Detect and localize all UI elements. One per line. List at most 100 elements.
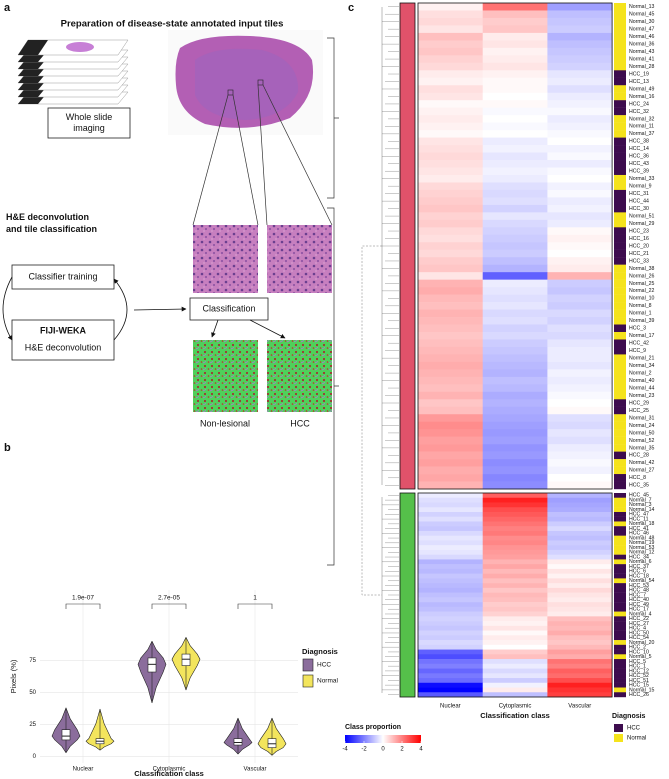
- heatmap-cell: [418, 592, 483, 598]
- heatmap-cell: [547, 573, 613, 579]
- row-label: Normal_5: [629, 654, 652, 660]
- heatmap-cell: [482, 602, 548, 608]
- x-tick-label: Cytoplasmic: [153, 767, 186, 773]
- legend-label: Normal: [627, 736, 646, 742]
- row-label: Normal_45: [629, 12, 654, 18]
- heatmap-cell: [482, 25, 548, 34]
- box-label: Classifier training: [28, 271, 97, 281]
- heatmap-cell: [482, 497, 548, 503]
- row-label: HCC_27: [629, 621, 649, 627]
- y-tick-label: 75: [29, 658, 36, 664]
- heatmap-cell: [418, 331, 483, 340]
- heatmap-cell: [482, 160, 548, 168]
- heatmap-cell: [418, 549, 483, 555]
- row-label: Normal_19: [629, 540, 654, 546]
- diagnosis-cell: [614, 502, 626, 508]
- diagnosis-cell: [614, 55, 626, 64]
- heatmap-cell: [418, 279, 483, 288]
- row-label: HCC_40: [629, 597, 649, 603]
- diagnosis-cell: [614, 630, 626, 636]
- diagnosis-cell: [614, 545, 626, 551]
- row-label: Normal_2: [629, 370, 652, 376]
- heatmap-cell: [418, 361, 483, 370]
- diagnosis-cell: [614, 62, 626, 71]
- heatmap-cell: [418, 421, 483, 430]
- heatmap-cell: [418, 100, 483, 108]
- heatmap-cell: [547, 287, 613, 295]
- section-title-line: and tile classification: [6, 224, 97, 234]
- row-label: Normal_31: [629, 415, 654, 421]
- heatmap-cell: [418, 521, 483, 527]
- row-label: Normal_26: [629, 273, 654, 279]
- row-label: Normal_7: [629, 497, 652, 503]
- row-label: HCC_3: [629, 326, 646, 332]
- box: [61, 729, 71, 741]
- heatmap-cell: [482, 174, 548, 183]
- row-label: Normal_28: [629, 64, 654, 70]
- heatmap-cell: [418, 493, 483, 499]
- heatmap-cell: [547, 204, 613, 213]
- row-label: HCC_53: [629, 583, 649, 589]
- row-label: HCC_46: [629, 531, 649, 537]
- heatmap-cell: [482, 621, 548, 627]
- heatmap-cell: [547, 249, 613, 258]
- row-label: HCC_31: [629, 191, 649, 197]
- heatmap-cell: [418, 346, 483, 355]
- heatmap-cell: [547, 429, 613, 437]
- heatmap-cell: [547, 554, 613, 560]
- diagnosis-cell: [614, 174, 626, 183]
- heatmap-cell: [418, 682, 483, 688]
- row-label: Normal_46: [629, 34, 654, 40]
- heatmap-cell: [482, 331, 548, 340]
- cluster-frame: [417, 492, 613, 698]
- row-label: Normal_13: [629, 4, 654, 10]
- row-label: HCC_18: [629, 573, 649, 579]
- diagnosis-cell: [614, 384, 626, 392]
- tile-label: Non-lesional: [200, 418, 250, 428]
- row-label: HCC_38: [629, 139, 649, 145]
- diagnosis-cell: [614, 369, 626, 378]
- row-label: HCC_33: [629, 258, 649, 264]
- bracket: [327, 207, 339, 566]
- heatmap-cell: [547, 602, 613, 608]
- heatmap-cell: [547, 673, 613, 679]
- row-label: HCC_32: [629, 109, 649, 115]
- heatmap-cell: [547, 346, 613, 355]
- heatmap-cell: [418, 573, 483, 579]
- row-label: Normal_38: [629, 266, 654, 272]
- heatmap-cell: [482, 100, 548, 108]
- diagnosis-cell: [614, 317, 626, 325]
- heatmap-cell: [547, 25, 613, 34]
- diagnosis-cell: [614, 516, 626, 522]
- legend-key: [302, 674, 314, 688]
- diagnosis-cell: [614, 391, 626, 400]
- row-label: Normal_12: [629, 550, 654, 556]
- heatmap-cell: [482, 361, 548, 370]
- row-label: HCC_49: [629, 602, 649, 608]
- diagnosis-cell: [614, 122, 626, 131]
- heatmap-cell: [418, 602, 483, 608]
- heatmap-cell: [482, 530, 548, 536]
- heatmap-cell: [547, 384, 613, 393]
- heatmap-cell: [482, 502, 548, 508]
- diagnosis-cell: [614, 249, 626, 258]
- diagnosis-cell: [614, 568, 626, 574]
- heatmap-cell: [418, 511, 483, 518]
- heatmap-cell: [547, 406, 613, 415]
- diagnosis-cell: [614, 466, 626, 475]
- diagnosis-cell: [614, 414, 626, 422]
- row-label: Normal_8: [629, 303, 652, 309]
- diagnosis-cell: [614, 654, 626, 660]
- box: [267, 738, 277, 748]
- heatmap-cell: [482, 687, 548, 693]
- diagnosis-cell: [614, 3, 626, 11]
- heatmap-cell: [418, 130, 483, 138]
- heatmap-cell: [418, 384, 483, 393]
- heatmap-cell: [418, 606, 483, 612]
- legend-label: HCC: [317, 662, 331, 669]
- row-label: HCC_15: [629, 683, 649, 689]
- heatmap-cell: [482, 597, 548, 603]
- heatmap-cell: [547, 145, 613, 153]
- heatmap-cell: [482, 62, 548, 71]
